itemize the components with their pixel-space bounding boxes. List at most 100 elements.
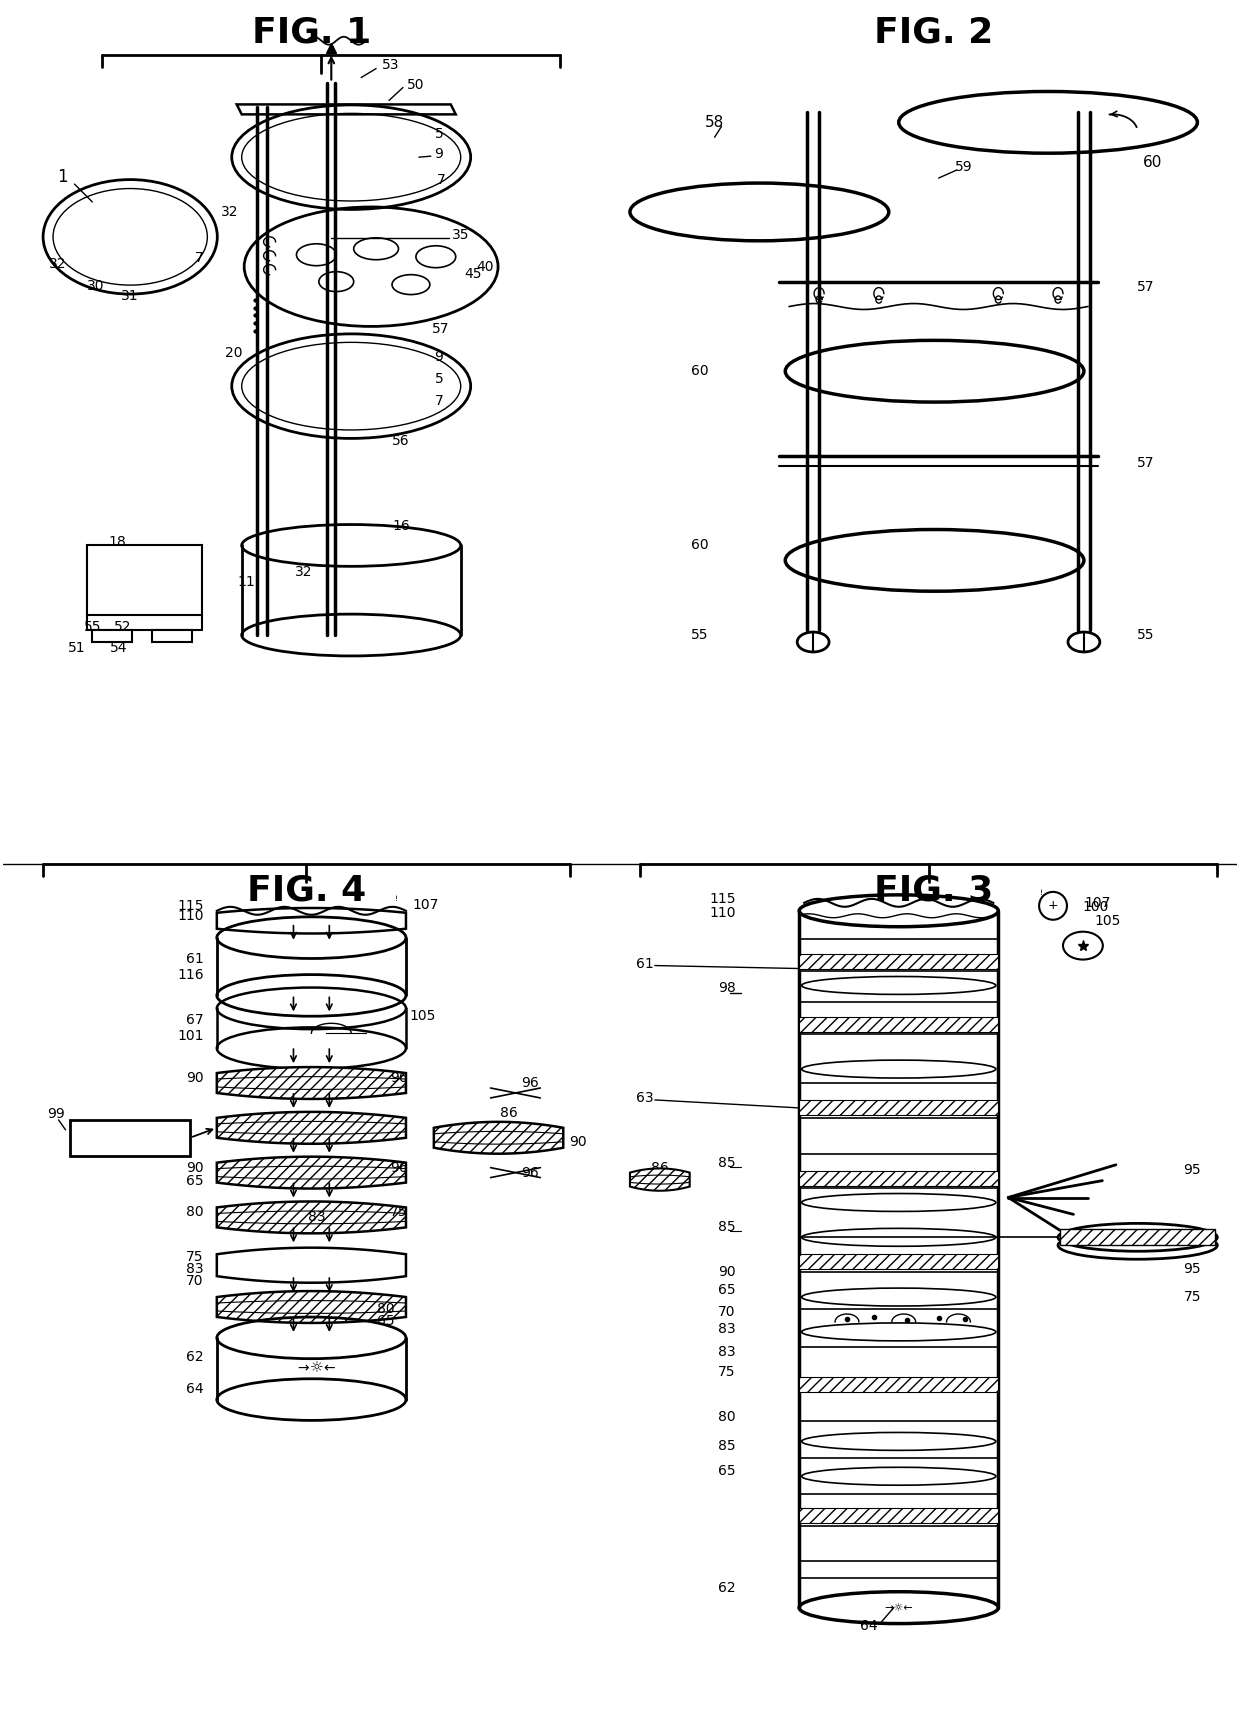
Text: 110: 110 <box>177 909 203 923</box>
Text: 11: 11 <box>238 576 255 590</box>
Bar <box>800 1100 998 1115</box>
Text: 67: 67 <box>186 1013 203 1027</box>
Text: 96: 96 <box>391 1160 408 1174</box>
Text: 16: 16 <box>392 519 410 533</box>
Text: 75: 75 <box>1184 1290 1202 1304</box>
Text: 18: 18 <box>108 536 126 550</box>
Text: 45: 45 <box>464 266 481 280</box>
Polygon shape <box>630 1169 689 1191</box>
Text: FIG. 2: FIG. 2 <box>874 16 993 50</box>
Text: 60: 60 <box>691 538 708 553</box>
Text: FIG. 3: FIG. 3 <box>874 873 993 908</box>
Text: 100: 100 <box>1083 899 1109 915</box>
Text: 9: 9 <box>434 351 443 365</box>
Text: 55: 55 <box>83 621 102 635</box>
Text: 32: 32 <box>221 206 238 220</box>
Bar <box>800 1017 998 1032</box>
Text: 53: 53 <box>382 57 399 71</box>
Text: 90: 90 <box>569 1134 587 1148</box>
Text: 96: 96 <box>391 1070 408 1086</box>
Text: 50: 50 <box>407 78 424 92</box>
Text: 65: 65 <box>377 1314 394 1328</box>
Text: 7: 7 <box>436 173 445 187</box>
Text: 105: 105 <box>1095 913 1121 928</box>
Text: 57: 57 <box>432 322 450 337</box>
Text: 80: 80 <box>186 1205 203 1219</box>
Text: 64: 64 <box>186 1381 203 1395</box>
Text: 64: 64 <box>861 1618 878 1632</box>
Polygon shape <box>217 1292 405 1323</box>
Text: 32: 32 <box>295 565 312 579</box>
Polygon shape <box>217 1112 405 1145</box>
Text: 83: 83 <box>308 1210 325 1224</box>
Text: 85: 85 <box>718 1221 735 1235</box>
Text: 57: 57 <box>1137 280 1154 294</box>
Text: 61: 61 <box>636 956 653 970</box>
Polygon shape <box>217 1157 405 1188</box>
Text: 1: 1 <box>57 168 68 187</box>
Text: 110: 110 <box>709 906 735 920</box>
Polygon shape <box>217 908 405 934</box>
Text: 54: 54 <box>109 641 126 655</box>
Polygon shape <box>237 104 456 114</box>
Text: 65: 65 <box>186 1174 203 1188</box>
Text: 7: 7 <box>434 394 443 408</box>
Text: 31: 31 <box>122 289 139 303</box>
Bar <box>800 1171 998 1186</box>
Text: 7: 7 <box>195 251 203 265</box>
Bar <box>71 1120 190 1155</box>
Text: 56: 56 <box>392 434 409 448</box>
Bar <box>1060 1229 1215 1245</box>
Text: 70: 70 <box>718 1305 735 1319</box>
Text: 51: 51 <box>68 641 86 655</box>
Text: 115: 115 <box>709 892 735 906</box>
Text: 5: 5 <box>434 372 443 386</box>
Text: ☼: ☼ <box>310 1361 324 1376</box>
Text: 61: 61 <box>186 951 203 965</box>
Text: 60: 60 <box>691 365 708 379</box>
Text: 59: 59 <box>955 161 972 175</box>
Text: 63: 63 <box>636 1091 653 1105</box>
Text: ←: ← <box>324 1362 335 1376</box>
Text: ꜝ: ꜝ <box>394 896 398 908</box>
Text: 65: 65 <box>718 1464 735 1478</box>
Text: 57: 57 <box>1137 456 1154 470</box>
Text: 107: 107 <box>1085 896 1111 909</box>
Text: 96: 96 <box>522 1075 539 1089</box>
Text: 9: 9 <box>434 147 443 161</box>
Text: 90: 90 <box>186 1070 203 1086</box>
Bar <box>800 1376 998 1392</box>
Text: 107: 107 <box>413 897 439 911</box>
Text: →: → <box>298 1362 309 1376</box>
Text: 35: 35 <box>451 228 470 242</box>
Text: 105: 105 <box>409 1010 436 1024</box>
Text: 85: 85 <box>718 1155 735 1169</box>
Text: ꜝ: ꜝ <box>1040 889 1043 903</box>
Text: 80: 80 <box>718 1409 735 1423</box>
Bar <box>800 954 998 968</box>
Text: 65: 65 <box>718 1283 735 1297</box>
Text: 95: 95 <box>1184 1262 1202 1276</box>
Text: 75: 75 <box>391 1205 408 1219</box>
Text: FIG. 1: FIG. 1 <box>252 16 371 50</box>
Text: 85: 85 <box>718 1439 735 1454</box>
Text: +: + <box>1048 899 1059 913</box>
Text: 90: 90 <box>1194 1228 1211 1243</box>
Text: 86: 86 <box>651 1160 668 1174</box>
Text: 62: 62 <box>718 1580 735 1594</box>
Text: 95: 95 <box>1184 1162 1202 1177</box>
Text: 116: 116 <box>177 968 203 982</box>
Text: 58: 58 <box>706 114 724 130</box>
Text: 32: 32 <box>48 256 66 271</box>
Text: 75: 75 <box>718 1364 735 1378</box>
Polygon shape <box>217 1202 405 1233</box>
Bar <box>800 1508 998 1523</box>
Text: 60: 60 <box>1143 154 1162 169</box>
Text: FIG. 4: FIG. 4 <box>247 873 366 908</box>
Text: 83: 83 <box>718 1323 735 1337</box>
Text: 115: 115 <box>177 899 203 913</box>
Polygon shape <box>217 1248 405 1283</box>
Text: 83: 83 <box>718 1345 735 1359</box>
Text: 96: 96 <box>522 1165 539 1179</box>
Text: 40: 40 <box>476 259 494 273</box>
